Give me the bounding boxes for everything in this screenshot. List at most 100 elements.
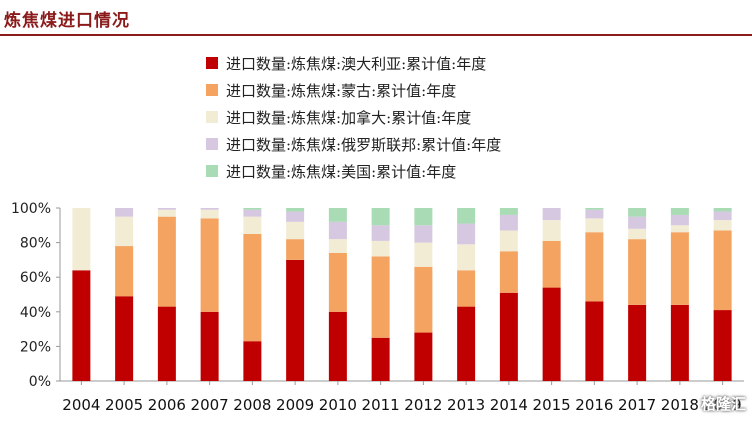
- bar-segment-series-5: [243, 208, 262, 210]
- x-tick-label: 2004: [62, 396, 100, 414]
- legend-label: 进口数量:炼焦煤:澳大利亚:累计值:年度: [226, 55, 486, 73]
- bar-segment-series-2: [328, 252, 347, 312]
- bar-segment-series-5: [286, 208, 305, 212]
- bar-segment-series-4: [200, 208, 219, 210]
- bar-segment-series-1: [670, 304, 689, 381]
- bar-segment-series-1: [713, 310, 732, 381]
- bar-segment-series-2: [628, 239, 647, 305]
- bar-segment-series-5: [499, 208, 518, 215]
- bar-segment-series-2: [243, 233, 262, 342]
- x-tick-label: 2019: [704, 396, 742, 414]
- legend-swatch: [206, 165, 218, 177]
- bar-segment-series-3: [72, 208, 91, 271]
- bar-segment-series-2: [286, 239, 305, 260]
- bar-segment-series-3: [286, 221, 305, 240]
- bar-segment-series-3: [670, 225, 689, 233]
- bar-segment-series-1: [115, 296, 134, 381]
- bar-segment-series-4: [457, 223, 476, 245]
- bar-segment-series-1: [542, 287, 561, 381]
- bar-segment-series-4: [499, 214, 518, 231]
- legend-label: 进口数量:炼焦煤:美国:累计值:年度: [226, 163, 456, 181]
- bar-segment-series-2: [585, 232, 604, 302]
- bar-segment-series-3: [414, 242, 433, 267]
- x-tick-label: 2016: [575, 396, 613, 414]
- bar-segment-series-4: [542, 208, 561, 221]
- bar-segment-series-1: [72, 270, 91, 381]
- bar-segment-series-3: [713, 220, 732, 231]
- bar-segment-series-4: [371, 225, 390, 241]
- bar-segment-series-5: [414, 208, 433, 226]
- x-tick-label: 2015: [533, 396, 571, 414]
- bar-segment-series-2: [414, 266, 433, 333]
- x-tick-label: 2012: [404, 396, 442, 414]
- bar-segment-series-4: [628, 216, 647, 229]
- bar-segment-series-1: [328, 311, 347, 381]
- bar-segment-series-2: [200, 218, 219, 312]
- bar-segment-series-3: [628, 228, 647, 240]
- bar-segment-series-4: [157, 208, 176, 210]
- bar-segment-series-3: [542, 220, 561, 241]
- bar-segment-series-5: [371, 208, 390, 226]
- bar-segment-series-4: [713, 211, 732, 221]
- bar-segment-series-5: [328, 208, 347, 222]
- bar-segment-series-1: [243, 341, 262, 381]
- bar-segment-series-5: [670, 208, 689, 215]
- bar-segment-series-3: [457, 244, 476, 271]
- watermark: 格隆汇: [700, 395, 746, 413]
- legend-swatch: [206, 84, 218, 96]
- bar-segment-series-2: [713, 230, 732, 311]
- legend-label: 进口数量:炼焦煤:加拿大:累计值:年度: [226, 109, 471, 127]
- bar-segment-series-4: [670, 214, 689, 226]
- y-tick-label: 100%: [11, 201, 51, 217]
- bar-segment-series-2: [157, 216, 176, 307]
- bar-segment-series-4: [243, 209, 262, 217]
- bar-segment-series-1: [499, 292, 518, 381]
- y-tick-label: 0%: [29, 374, 51, 390]
- legend-swatch: [206, 138, 218, 150]
- bar-segment-series-3: [371, 240, 390, 257]
- y-tick-label: 40%: [20, 305, 51, 321]
- x-tick-label: 2010: [319, 396, 357, 414]
- x-tick-label: 2013: [447, 396, 485, 414]
- bar-segment-series-3: [499, 230, 518, 252]
- x-tick-label: 2014: [490, 396, 528, 414]
- bar-segment-series-1: [157, 306, 176, 381]
- bar-segment-series-5: [713, 208, 732, 212]
- bar-segment-series-3: [328, 239, 347, 253]
- x-tick-label: 2018: [661, 396, 699, 414]
- bar-segment-series-1: [286, 259, 305, 381]
- bar-segment-series-2: [499, 251, 518, 293]
- x-tick-label: 2006: [148, 396, 186, 414]
- bar-segment-series-3: [200, 209, 219, 219]
- bar-segment-series-3: [157, 209, 176, 217]
- bar-segment-series-1: [628, 304, 647, 381]
- bar-segment-series-3: [243, 216, 262, 234]
- bar-segment-series-4: [286, 211, 305, 222]
- title-underline: [0, 34, 752, 36]
- chart-title: 炼焦煤进口情况: [4, 11, 130, 31]
- bar-segment-series-5: [585, 208, 604, 210]
- bar-segment-series-1: [371, 337, 390, 381]
- bar-segment-series-1: [457, 306, 476, 381]
- x-tick-label: 2009: [276, 396, 314, 414]
- bar-segment-series-2: [115, 246, 134, 297]
- bar-segment-series-2: [670, 232, 689, 305]
- bar-segment-series-2: [371, 256, 390, 338]
- bar-segment-series-1: [414, 332, 433, 381]
- y-tick-label: 20%: [20, 339, 51, 355]
- bar-segment-series-3: [585, 218, 604, 233]
- x-tick-label: 2005: [105, 396, 143, 414]
- bar-segment-series-5: [457, 208, 476, 224]
- bar-segment-series-5: [628, 208, 647, 217]
- legend-swatch: [206, 57, 218, 69]
- x-tick-label: 2011: [362, 396, 400, 414]
- bar-segment-series-1: [585, 301, 604, 381]
- bar-segment-series-4: [328, 221, 347, 240]
- bar-segment-series-2: [457, 270, 476, 307]
- bar-segment-series-4: [414, 225, 433, 243]
- x-tick-label: 2008: [233, 396, 271, 414]
- bar-segment-series-4: [115, 208, 134, 217]
- legend-label: 进口数量:炼焦煤:蒙古:累计值:年度: [226, 82, 456, 100]
- y-tick-label: 60%: [20, 270, 51, 286]
